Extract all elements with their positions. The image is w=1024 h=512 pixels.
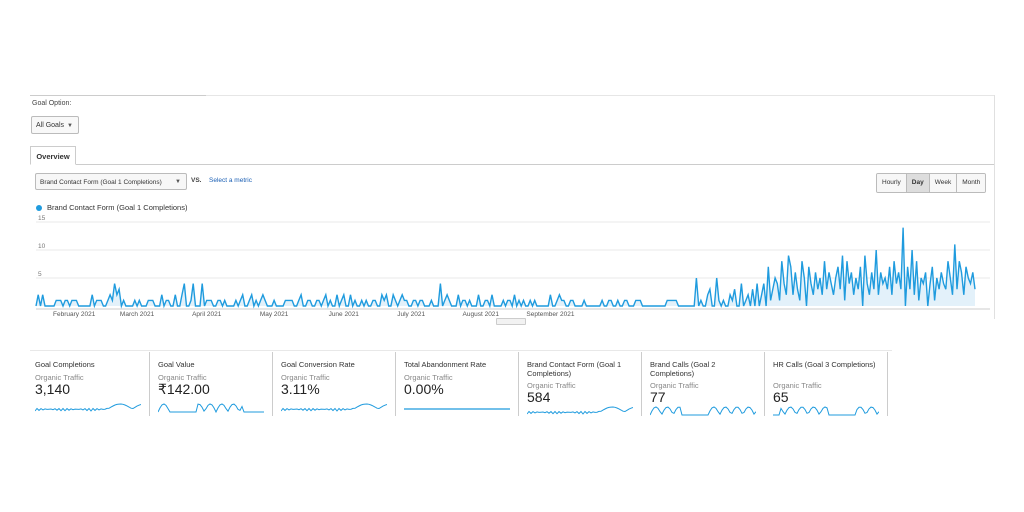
select-metric-link[interactable]: Select a metric <box>209 177 252 184</box>
cards-divider <box>30 350 892 351</box>
metric-card-sparkline <box>527 406 633 415</box>
metric-card-subtitle: Organic Traffic <box>404 373 453 382</box>
metric-card-sparkline <box>773 406 879 416</box>
metric-card[interactable]: Total Abandonment Rate Organic Traffic 0.0… <box>399 352 519 416</box>
metric-card-subtitle: Organic Traffic <box>35 373 84 382</box>
metric-card-subtitle: Organic Traffic <box>650 381 699 390</box>
x-tick-label: September 2021 <box>526 311 574 318</box>
metric-card[interactable]: Goal Conversion Rate Organic Traffic 3.11% <box>276 352 396 416</box>
metric-card-subtitle: Organic Traffic <box>281 373 330 382</box>
y-tick-label: 10 <box>38 243 46 250</box>
x-tick-label: August 2021 <box>463 311 500 318</box>
metric-card-title: Goal Value <box>158 360 195 369</box>
metric-card-title: Goal Conversion Rate <box>281 360 355 369</box>
sparkline-path <box>527 406 633 415</box>
x-tick-label: April 2021 <box>192 311 222 318</box>
metric-card[interactable]: Goal Completions Organic Traffic 3,140 <box>30 352 150 416</box>
sparkline-path <box>773 406 879 416</box>
metric-card-title: Total Abandonment Rate <box>404 360 487 369</box>
vs-label: VS. <box>191 177 202 184</box>
goal-option-divider <box>30 95 206 96</box>
sparkline-path <box>650 406 756 416</box>
tab-overview[interactable]: Overview <box>30 146 76 165</box>
y-tick-label: 15 <box>38 215 46 222</box>
metric-card-sparkline <box>650 406 756 416</box>
sparkline-path <box>35 403 141 412</box>
metric-card[interactable]: Brand Contact Form (Goal 1 Completions) O… <box>522 352 642 416</box>
metric-card-title: HR Calls (Goal 3 Completions) <box>773 360 876 369</box>
metric-card-subtitle: Organic Traffic <box>773 381 822 390</box>
metric-card[interactable]: HR Calls (Goal 3 Completions) Organic Tra… <box>768 352 888 416</box>
x-tick-label: May 2021 <box>260 311 289 318</box>
metric-dropdown-value: Brand Contact Form (Goal 1 Completions) <box>40 179 162 186</box>
series-area <box>36 227 975 306</box>
metric-card-title: Brand Contact Form (Goal 1 Completions) <box>527 360 622 378</box>
x-tick-label: June 2021 <box>329 311 360 318</box>
period-toggle-group: Hourly Day Week Month <box>876 173 987 193</box>
goal-option-value: All Goals <box>36 122 65 129</box>
period-day-button[interactable]: Day <box>906 174 930 192</box>
metric-card[interactable]: Brand Calls (Goal 2 Completions) Organic … <box>645 352 765 416</box>
chart-resize-handle[interactable] <box>496 318 526 325</box>
metric-card-value: 0.00% <box>404 381 444 397</box>
goal-option-dropdown[interactable]: All Goals ▼ <box>31 116 79 134</box>
metric-card-title: Brand Calls (Goal 2 Completions) <box>650 360 716 378</box>
metric-card-sparkline <box>35 403 141 412</box>
y-tick-label: 5 <box>38 271 42 278</box>
x-tick-label: July 2021 <box>397 311 425 318</box>
sparkline-path <box>281 403 387 412</box>
metric-card-sparkline <box>158 403 264 413</box>
period-week-button[interactable]: Week <box>929 174 958 192</box>
period-month-button[interactable]: Month <box>957 174 986 192</box>
metric-card-value: 584 <box>527 389 551 405</box>
sparkline-path <box>158 403 264 413</box>
metric-card-value: 3.11% <box>281 381 320 397</box>
chevron-down-icon: ▼ <box>67 123 73 129</box>
metric-card-value: ₹142.00 <box>158 381 210 397</box>
metric-card-value: 3,140 <box>35 381 71 397</box>
chevron-down-icon: ▼ <box>175 179 181 185</box>
tab-divider <box>30 164 994 165</box>
metric-card-title: Goal Completions <box>35 360 95 369</box>
metric-card[interactable]: Goal Value Organic Traffic ₹142.00 <box>153 352 273 416</box>
legend-dot-icon <box>36 205 42 211</box>
top-divider <box>206 95 994 96</box>
metric-card-subtitle: Organic Traffic <box>158 373 207 382</box>
x-tick-label: February 2021 <box>53 311 96 318</box>
metric-card-value: 65 <box>773 389 789 405</box>
goal-option-label: Goal Option: <box>32 100 72 107</box>
panel-right-border <box>994 95 995 319</box>
legend-label: Brand Contact Form (Goal 1 Completions) <box>47 203 188 212</box>
period-hourly-button[interactable]: Hourly <box>877 174 907 192</box>
metric-card-subtitle: Organic Traffic <box>527 381 576 390</box>
series-line <box>35 227 976 309</box>
metric-dropdown[interactable]: Brand Contact Form (Goal 1 Completions) … <box>35 173 187 190</box>
metric-card-value: 77 <box>650 389 666 405</box>
metric-card-sparkline <box>281 403 387 412</box>
x-tick-label: March 2021 <box>120 311 155 318</box>
metric-card-sparkline <box>404 408 510 410</box>
